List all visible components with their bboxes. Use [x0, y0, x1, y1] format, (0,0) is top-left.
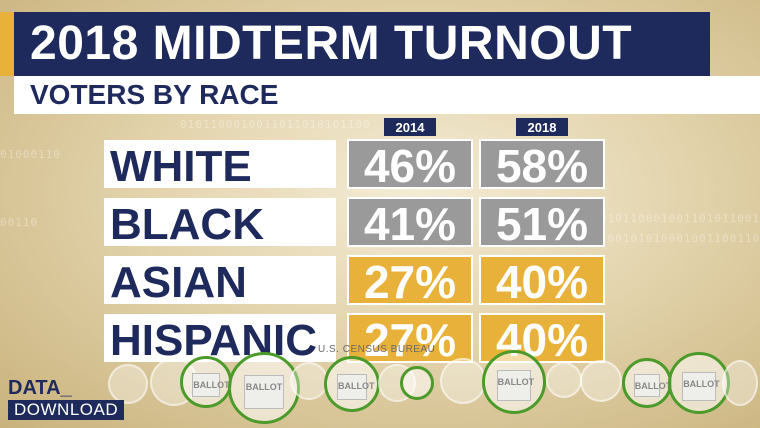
column-header-bg: [516, 118, 568, 136]
column-header-2018: 2018: [528, 120, 557, 135]
row-label-bg: [104, 256, 336, 304]
source-label: U.S. CENSUS BUREAU: [318, 344, 436, 355]
background-binary-text: 00110: [0, 216, 39, 229]
value-label-2018-white: 58%: [496, 140, 588, 192]
value-label-2018-black: 51%: [496, 198, 588, 250]
page-title: 2018 MIDTERM TURNOUT: [14, 12, 710, 76]
ballot-box-icon: [108, 364, 148, 404]
row-label-bg: [104, 314, 336, 362]
ballot-box-icon: [722, 360, 758, 406]
value-cell-2018-asian: [479, 255, 605, 305]
ballot-box-icon: BALLOT: [228, 352, 300, 424]
ballot-box-icon: BALLOT: [324, 356, 380, 412]
background-binary-text: 0101100010011011010101100: [180, 118, 371, 131]
value-label-2018-asian: 40%: [496, 256, 588, 308]
value-label-2014-white: 46%: [364, 140, 456, 192]
ballot-box-icon: [580, 360, 622, 402]
value-label-2014-asian: 27%: [364, 256, 456, 308]
ballot-label: BALLOT: [497, 377, 535, 388]
value-label-2014-hispanic: 27%: [364, 314, 456, 366]
background-binary-text: 1001010100010011001101: [600, 232, 760, 245]
ballot-box-icon: BALLOT: [668, 352, 730, 414]
ballot-box-icon: [290, 362, 328, 400]
ballot-box-icon: [400, 366, 434, 400]
background-binary-text: 01000110: [0, 148, 61, 161]
ballot-label: BALLOT: [245, 381, 283, 392]
ballot-box-icon: BALLOT: [622, 358, 672, 408]
ballot-box-icon: [440, 358, 486, 404]
value-cell-2018-white: [479, 139, 605, 189]
data-download-logo: DATA_ DOWNLOAD: [8, 377, 125, 420]
ballot-label: BALLOT: [338, 381, 375, 391]
value-cell-2014-white: [347, 139, 473, 189]
row-label-black: BLACK: [110, 200, 264, 249]
column-header-bg: [384, 118, 436, 136]
row-label-bg: [104, 198, 336, 246]
ballot-box-icon: BALLOT: [180, 356, 232, 408]
row-label-white: WHITE: [110, 142, 252, 191]
ballot-box-icon: BALLOT: [482, 350, 546, 414]
page-subtitle: VOTERS BY RACE: [14, 76, 760, 114]
logo-line-download: DOWNLOAD: [8, 400, 125, 420]
ballot-box-icon: [546, 362, 582, 398]
value-cell-2014-asian: [347, 255, 473, 305]
column-header-2014: 2014: [396, 120, 426, 135]
row-label-bg: [104, 140, 336, 188]
value-cell-2018-black: [479, 197, 605, 247]
logo-line-data: DATA_: [8, 377, 72, 399]
ballot-label: BALLOT: [193, 379, 230, 390]
ballot-label: BALLOT: [683, 378, 720, 389]
value-cell-2014-hispanic: [347, 313, 473, 363]
value-label-2014-black: 41%: [364, 198, 456, 250]
background-binary-text: 010110001001101011001: [600, 212, 760, 225]
ballot-label: BALLOT: [634, 381, 672, 392]
ballot-decoration-row: BALLOT BALLOT BALLOT BALLOT BALLOT BALLO…: [0, 350, 760, 428]
title-accent-stripe: [0, 12, 14, 76]
row-label-asian: ASIAN: [110, 258, 247, 307]
value-cell-2014-black: [347, 197, 473, 247]
